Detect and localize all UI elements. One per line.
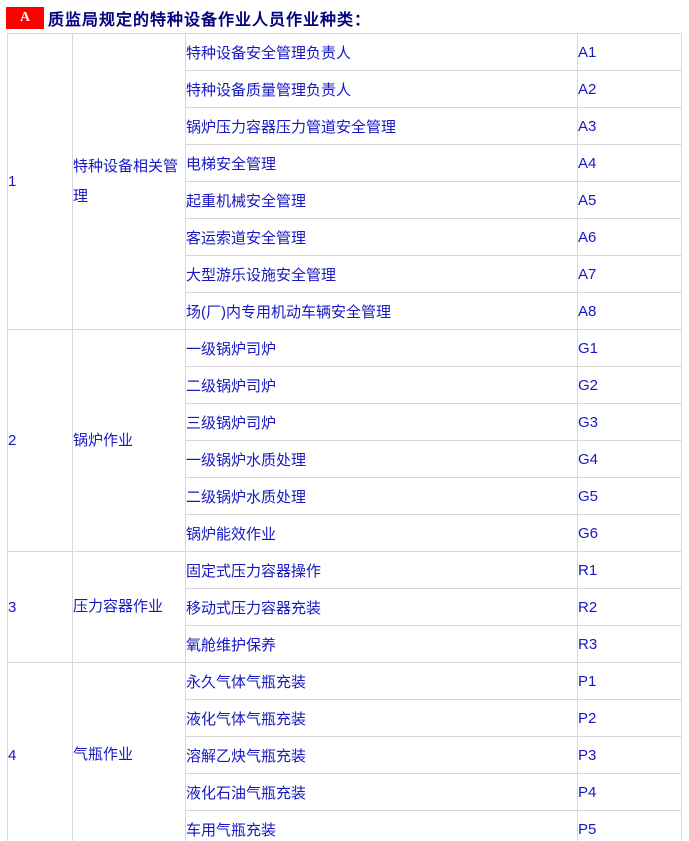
job-code-cell: G1 (577, 329, 682, 367)
job-code-cell: G2 (577, 366, 682, 404)
table-row: 起重机械安全管理 A5 (8, 181, 682, 219)
table-row: 车用气瓶充装 P5 (8, 810, 682, 841)
job-code-cell: R2 (577, 588, 682, 626)
header: A 质监局规定的特种设备作业人员作业种类： (6, 6, 371, 30)
job-code-cell: A5 (577, 181, 682, 219)
job-name-cell: 锅炉能效作业 (185, 514, 578, 552)
group-category-cell: 压力容器作业 (72, 551, 186, 663)
group-number-cell: 2 (7, 329, 73, 552)
page-title: 质监局规定的特种设备作业人员作业种类： (48, 12, 372, 29)
table-row: 4 气瓶作业 永久气体气瓶充装 P1 (7, 662, 682, 841)
job-code-cell: A8 (577, 292, 682, 330)
job-name-cell: 一级锅炉水质处理 (185, 440, 578, 478)
job-name-cell: 起重机械安全管理 (185, 181, 578, 219)
job-name-cell: 场(厂)内专用机动车辆安全管理 (185, 292, 578, 330)
section-badge: A (6, 7, 44, 29)
table-row: 电梯安全管理 A4 (8, 144, 682, 182)
job-name-cell: 液化气体气瓶充装 (185, 699, 578, 737)
table-row: 氧舱维护保养 R3 (8, 625, 682, 663)
job-name-cell: 特种设备安全管理负责人 (185, 33, 578, 71)
job-code-cell: P4 (577, 773, 682, 811)
job-code-cell: G6 (577, 514, 682, 552)
table-row: 二级锅炉水质处理 G5 (8, 477, 682, 515)
table-row: 特种设备质量管理负责人 A2 (8, 70, 682, 108)
table-row: 溶解乙炔气瓶充装 P3 (8, 736, 682, 774)
job-name-cell: 特种设备质量管理负责人 (185, 70, 578, 108)
job-name-cell: 二级锅炉水质处理 (185, 477, 578, 515)
table-row: 客运索道安全管理 A6 (8, 218, 682, 256)
job-name-cell: 氧舱维护保养 (185, 625, 578, 663)
job-code-cell: P3 (577, 736, 682, 774)
table-row: 1 特种设备相关管理 特种设备安全管理负责人 A1 (7, 33, 682, 330)
group-category-cell: 锅炉作业 (72, 329, 186, 552)
job-name-cell: 液化石油气瓶充装 (185, 773, 578, 811)
table-row: 3 压力容器作业 固定式压力容器操作 R1 (7, 551, 682, 663)
job-code-cell: A1 (577, 33, 682, 71)
job-code-cell: P2 (577, 699, 682, 737)
job-code-cell: P5 (577, 810, 682, 841)
job-code-cell: R3 (577, 625, 682, 663)
group-number-cell: 4 (7, 662, 73, 841)
group-number-cell: 3 (7, 551, 73, 663)
job-name-cell: 溶解乙炔气瓶充装 (185, 736, 578, 774)
group-category-cell: 特种设备相关管理 (72, 33, 186, 330)
table-row: 移动式压力容器充装 R2 (8, 588, 682, 626)
job-code-cell: G3 (577, 403, 682, 441)
job-name-cell: 永久气体气瓶充装 (185, 662, 578, 700)
job-name-cell: 锅炉压力容器压力管道安全管理 (185, 107, 578, 145)
table-row: 大型游乐设施安全管理 A7 (8, 255, 682, 293)
group-number-cell: 1 (7, 33, 73, 330)
table-row: 场(厂)内专用机动车辆安全管理 A8 (8, 292, 682, 330)
job-name-cell: 电梯安全管理 (185, 144, 578, 182)
table-row: 液化气体气瓶充装 P2 (8, 699, 682, 737)
job-name-cell: 移动式压力容器充装 (185, 588, 578, 626)
table-row: 锅炉压力容器压力管道安全管理 A3 (8, 107, 682, 145)
job-code-cell: R1 (577, 551, 682, 589)
job-name-cell: 三级锅炉司炉 (185, 403, 578, 441)
job-code-cell: A6 (577, 218, 682, 256)
job-code-cell: A2 (577, 70, 682, 108)
categories-table: 1 特种设备相关管理 特种设备安全管理负责人 A1 特种设备质量管理负责人 A2… (7, 33, 682, 841)
job-code-cell: A7 (577, 255, 682, 293)
job-name-cell: 客运索道安全管理 (185, 218, 578, 256)
job-name-cell: 车用气瓶充装 (185, 810, 578, 841)
table-row: 锅炉能效作业 G6 (8, 514, 682, 552)
job-name-cell: 二级锅炉司炉 (185, 366, 578, 404)
group-category-cell: 气瓶作业 (72, 662, 186, 841)
job-code-cell: A4 (577, 144, 682, 182)
table-row: 2 锅炉作业 一级锅炉司炉 G1 (7, 329, 682, 552)
job-code-cell: A3 (577, 107, 682, 145)
table-row: 液化石油气瓶充装 P4 (8, 773, 682, 811)
job-code-cell: G4 (577, 440, 682, 478)
table-row: 二级锅炉司炉 G2 (8, 366, 682, 404)
job-name-cell: 一级锅炉司炉 (185, 329, 578, 367)
job-code-cell: P1 (577, 662, 682, 700)
table-row: 三级锅炉司炉 G3 (8, 403, 682, 441)
job-name-cell: 大型游乐设施安全管理 (185, 255, 578, 293)
job-name-cell: 固定式压力容器操作 (185, 551, 578, 589)
job-code-cell: G5 (577, 477, 682, 515)
